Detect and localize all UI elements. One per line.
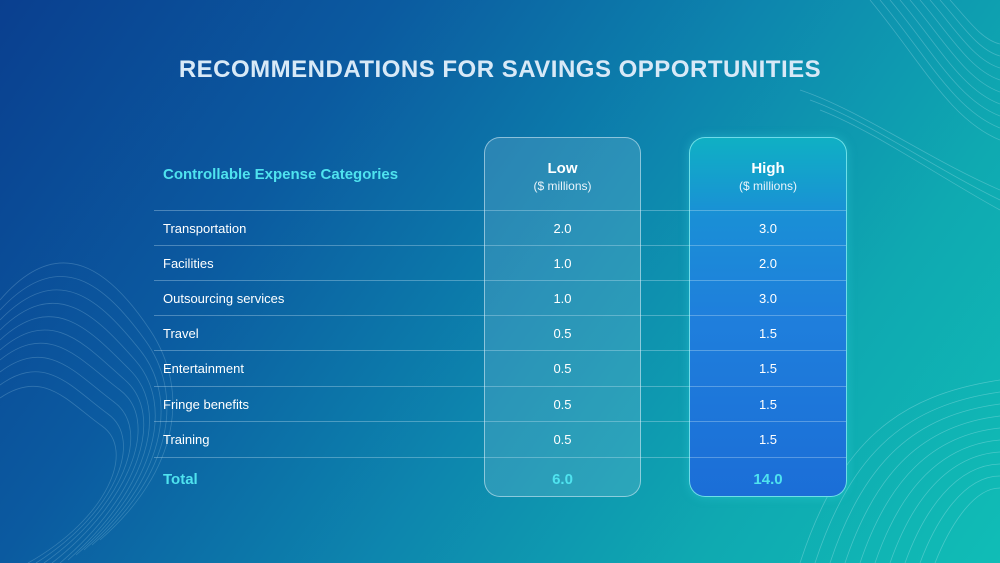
- low-column-panel: [484, 137, 641, 497]
- table-row: Travel 0.5 1.5: [154, 315, 846, 350]
- page-title: RECOMMENDATIONS FOR SAVINGS OPPORTUNITIE…: [178, 56, 822, 83]
- high-value: 3.0: [758, 291, 778, 306]
- category-name: Transportation: [163, 221, 247, 236]
- table-row: Fringe benefits 0.5 1.5: [154, 386, 846, 421]
- high-value: 1.5: [758, 361, 778, 376]
- total-low-value: 6.0: [552, 471, 573, 488]
- low-value: 0.5: [553, 326, 572, 341]
- total-high-value: 14.0: [753, 471, 783, 488]
- high-column-panel: [689, 137, 847, 497]
- high-header-label: High: [751, 160, 785, 177]
- table-row: Training 0.5 1.5: [154, 421, 846, 456]
- category-name: Training: [163, 432, 210, 447]
- high-value: 1.5: [758, 397, 778, 412]
- high-header-unit: ($ millions): [738, 179, 797, 193]
- high-column-header: High ($ millions): [689, 160, 847, 193]
- low-header-unit: ($ millions): [533, 179, 592, 193]
- high-value: 1.5: [758, 326, 778, 341]
- table-row: Outsourcing services 1.0 3.0: [154, 280, 846, 315]
- category-name: Entertainment: [163, 361, 244, 376]
- total-label: Total: [163, 471, 198, 488]
- low-header-label: Low: [547, 160, 578, 177]
- total-row: Total 6.0 14.0: [154, 457, 846, 497]
- low-value: 1.0: [553, 291, 572, 306]
- table-row: Transportation 2.0 3.0: [154, 210, 846, 245]
- high-value: 1.5: [758, 432, 778, 447]
- category-name: Fringe benefits: [163, 397, 249, 412]
- category-name: Travel: [163, 326, 199, 341]
- table-row: Entertainment 0.5 1.5: [154, 350, 846, 385]
- low-column-header: Low ($ millions): [484, 160, 641, 193]
- category-name: Outsourcing services: [163, 291, 285, 306]
- high-value: 2.0: [758, 256, 778, 271]
- low-value: 2.0: [553, 221, 572, 236]
- high-value: 3.0: [758, 221, 778, 236]
- low-value: 0.5: [553, 432, 572, 447]
- category-name: Facilities: [163, 256, 214, 271]
- table-row: Facilities 1.0 2.0: [154, 245, 846, 280]
- low-value: 0.5: [553, 397, 572, 412]
- low-value: 1.0: [553, 256, 572, 271]
- low-value: 0.5: [553, 361, 572, 376]
- category-column-header: Controllable Expense Categories: [163, 166, 399, 183]
